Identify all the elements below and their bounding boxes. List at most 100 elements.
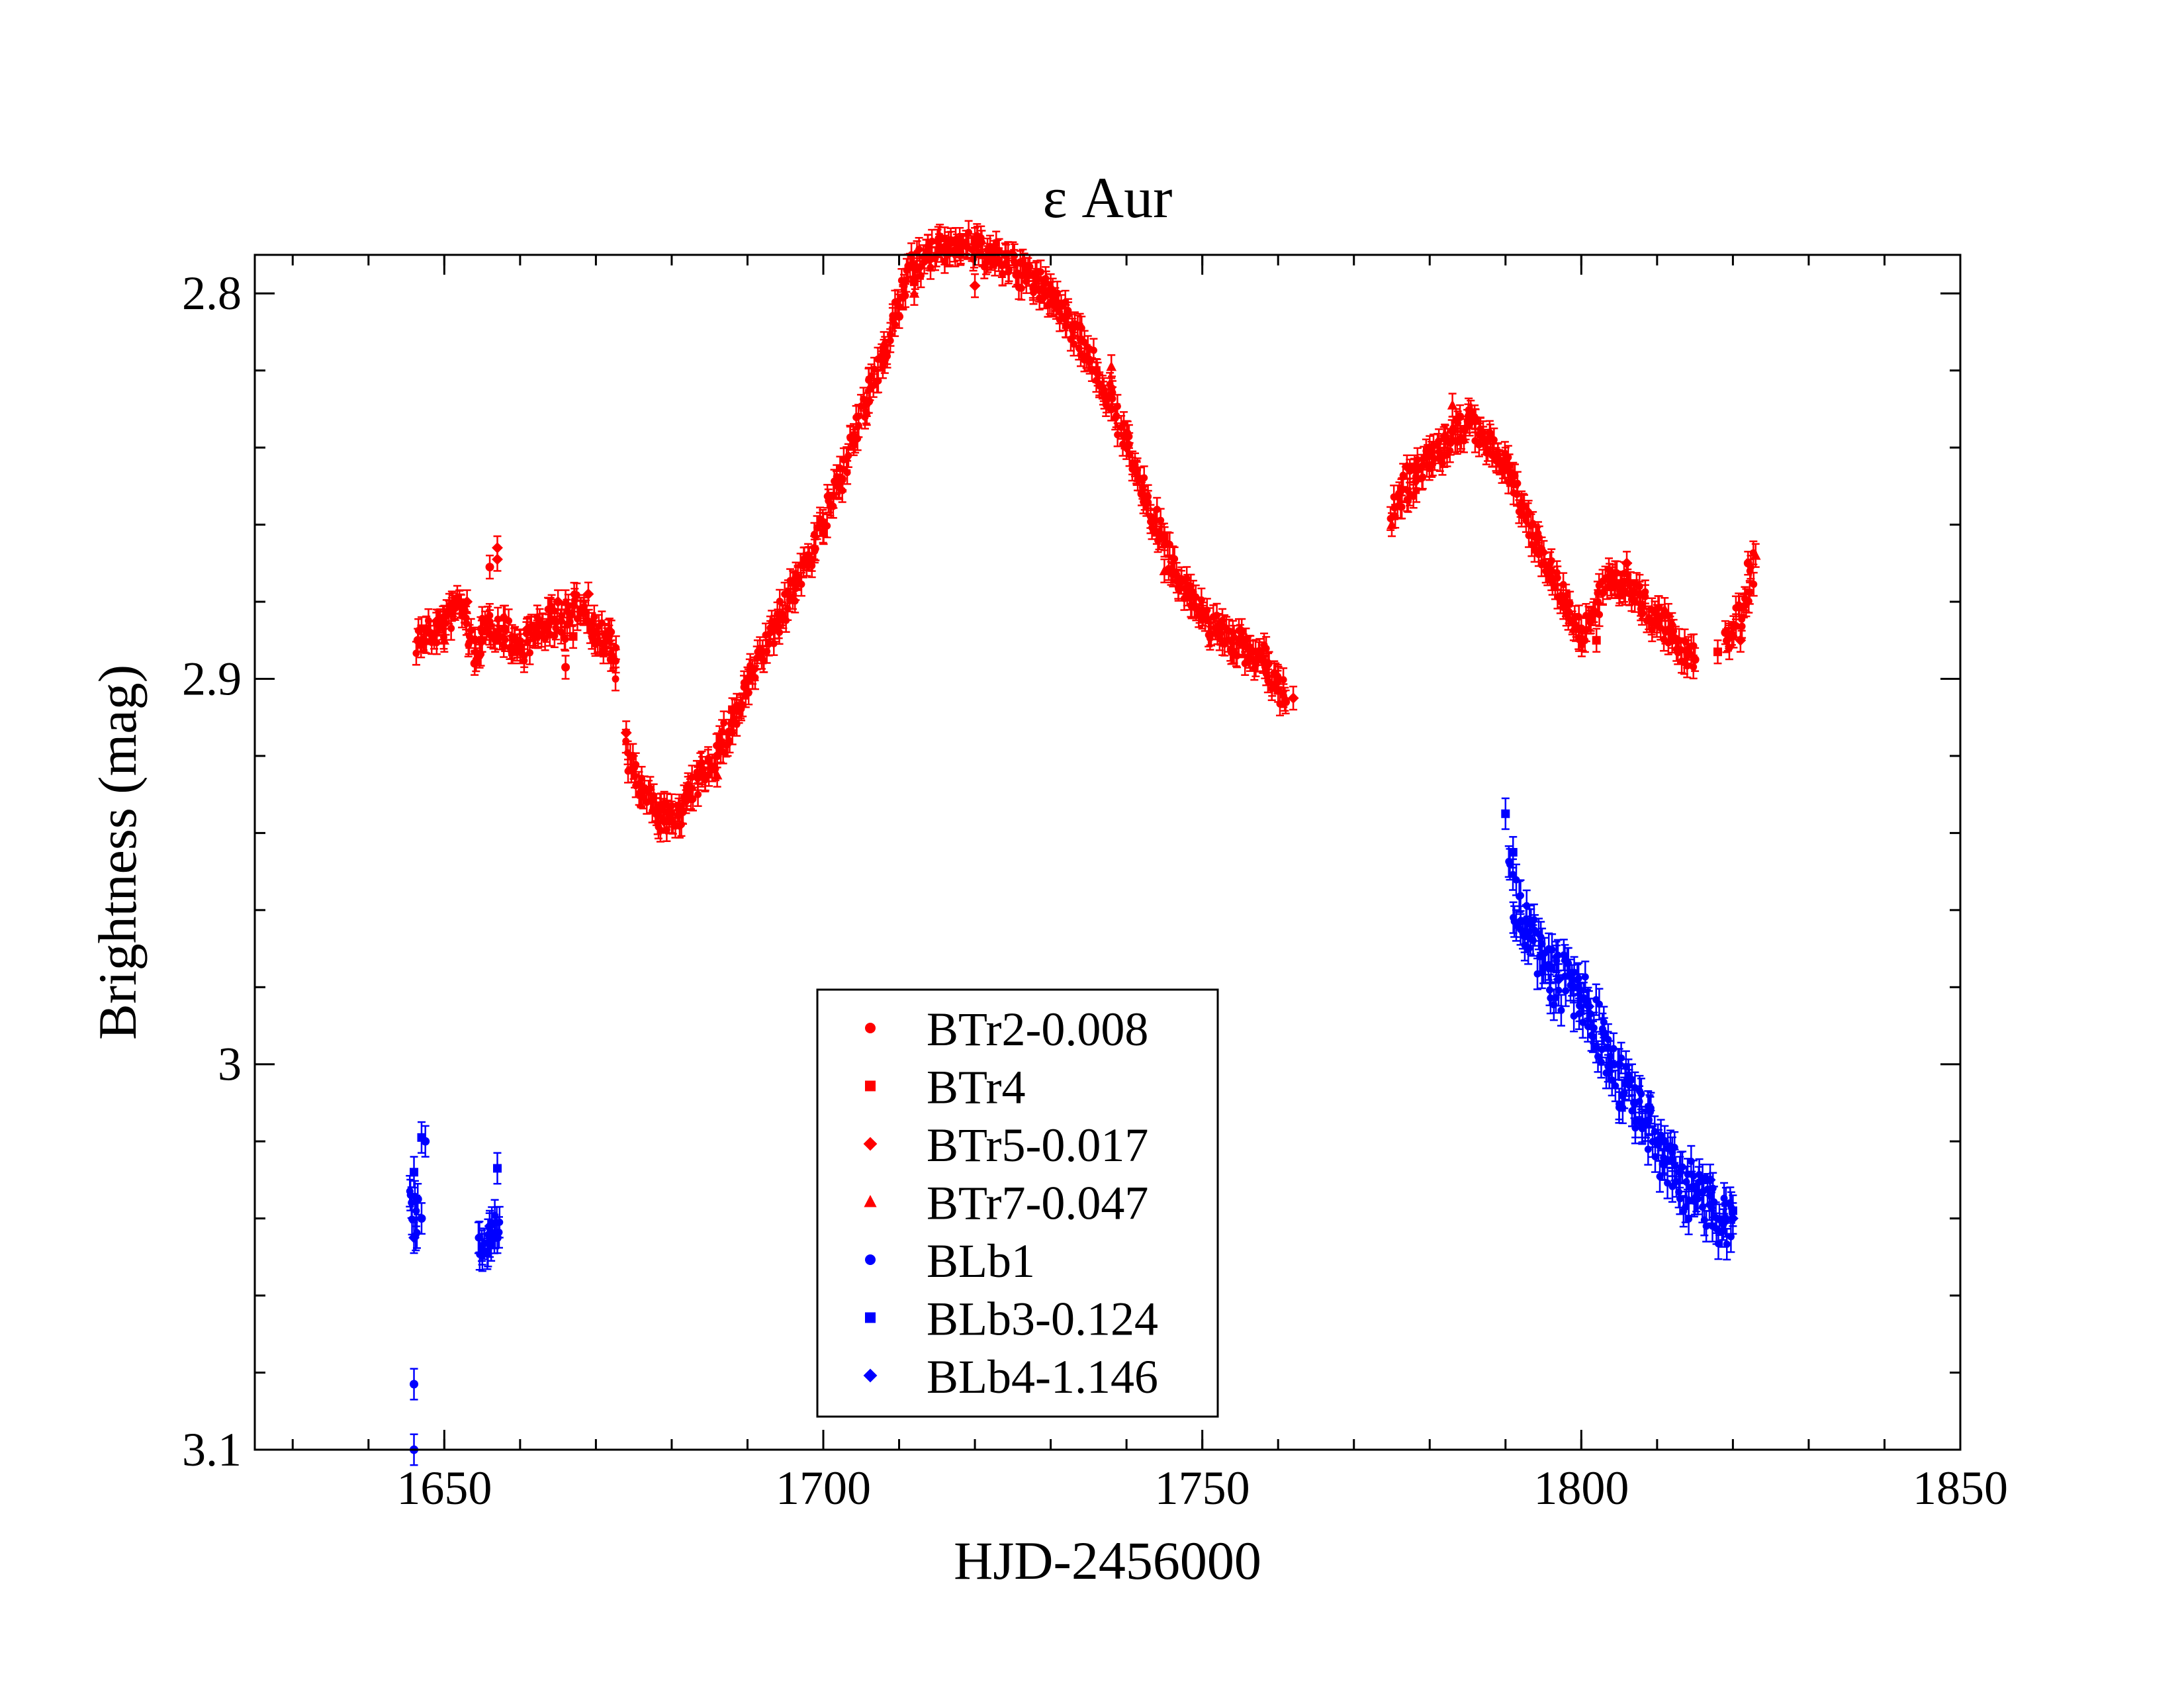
data-point [844,451,852,459]
data-point [1109,395,1116,402]
data-point [1455,412,1465,422]
data-point [668,802,676,810]
data-point [1586,1010,1594,1018]
data-point [843,469,851,477]
data-point [1612,1082,1619,1090]
data-point [439,612,449,622]
data-point [1581,973,1589,981]
data-point [485,563,494,572]
data-point [1137,489,1146,498]
data-point [1230,633,1238,641]
data-point [1242,642,1253,654]
data-point [1576,624,1586,633]
data-point [1241,659,1249,667]
data-point [1509,870,1517,878]
data-point [1723,1241,1731,1248]
data-point [1017,284,1025,292]
data-point [1547,994,1555,1002]
data-point [1514,479,1522,487]
series-BTr2-0.008 [413,226,1752,834]
data-point [854,422,862,430]
data-point [1540,549,1548,557]
data-point [1207,630,1215,638]
data-point [1120,442,1132,453]
data-point [1410,492,1418,500]
data-point [834,481,843,491]
data-point [1527,541,1535,549]
data-point [1107,404,1116,414]
data-point [538,620,547,630]
data-point [729,729,737,737]
data-point [797,581,805,588]
data-point [431,615,443,627]
data-point [1273,686,1283,695]
data-point [1486,432,1495,441]
data-point [1668,632,1677,641]
data-point [751,674,759,682]
data-point [629,763,639,772]
data-point [455,597,464,606]
data-point [1599,588,1607,596]
data-point [1279,676,1287,684]
data-point [1702,1222,1710,1230]
data-point [1574,974,1582,982]
data-point [1152,528,1161,537]
data-point [925,254,934,263]
data-point [531,632,540,641]
data-point [694,790,702,798]
series-BTr5-0.017 [431,234,1747,834]
data-point [1401,461,1413,473]
data-point [1546,986,1554,994]
data-point [1690,1172,1698,1180]
data-point [940,258,948,265]
data-point [1727,1233,1735,1241]
data-point [1732,622,1740,630]
data-point [688,773,696,781]
data-point [1418,474,1426,482]
data-point [1644,1145,1652,1153]
data-point [788,578,797,587]
data-point [1590,1024,1598,1032]
data-point [461,596,473,608]
data-point [424,628,433,637]
data-point [1167,566,1177,575]
data-point [1113,412,1120,420]
data-point [576,605,585,614]
data-point [743,674,752,683]
data-point [955,235,964,244]
data-point [1258,655,1267,664]
plot-area [406,220,1761,1466]
data-point [659,816,670,827]
data-point [811,545,819,553]
data-point [1060,310,1071,322]
data-point [803,551,813,560]
data-point [1607,582,1616,591]
data-point [599,647,608,657]
data-point [720,719,728,727]
data-point [1281,697,1291,706]
data-point [1140,474,1148,482]
data-point [1439,430,1451,442]
data-point [1589,1033,1597,1041]
data-point [719,748,727,756]
data-point [1425,443,1434,452]
data-point [1213,628,1222,637]
data-point [1746,588,1754,596]
data-point [1745,597,1752,605]
data-point [620,727,632,739]
data-point [1460,437,1468,445]
data-point [522,623,533,635]
data-point [1676,1195,1684,1203]
data-point [1631,1118,1639,1126]
data-point [561,663,570,672]
series-BTr4 [417,226,1722,819]
data-point [637,790,646,799]
data-point [478,635,487,645]
data-point [508,647,517,657]
data-point [849,439,858,448]
series-4-dense-6 [1504,845,1735,1261]
data-point [492,553,503,565]
data-point [1743,559,1752,568]
data-point [569,632,578,641]
data-point [756,646,768,658]
